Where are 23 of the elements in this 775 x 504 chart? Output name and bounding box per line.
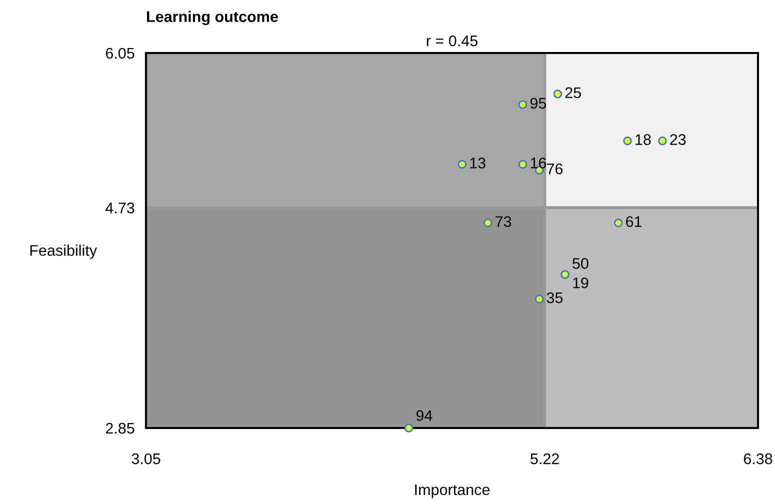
annotation: 76 [547,163,563,174]
x-axis-title: Importance [415,484,490,498]
annotation: 95 [530,98,546,109]
annotation: 94 [416,410,432,421]
annotation: 73 [496,216,512,228]
x-tick-label: 3.05 [132,453,160,464]
y-tick-label: 6.05 [106,48,134,59]
x-tick-label: 6.38 [744,453,772,464]
annotation: 19 [573,277,588,288]
annotation: 25 [565,87,581,98]
x-tick-label: 5.22 [530,453,559,464]
annotation: 18 [636,134,651,145]
annotation: 35 [546,292,563,304]
annotation: 23 [670,134,686,145]
annotation: 16 [530,158,546,168]
chart-title: Learning outcome [147,10,278,26]
y-tick-label: 2.85 [106,422,134,434]
y-tick-label: 4.73 [106,202,134,214]
y-axis-title: Feasibility [30,244,98,259]
annotation: 13 [470,158,486,168]
annotation: 50 [572,258,588,269]
annotation: 61 [626,216,642,228]
text: r = 0.45 [426,35,478,46]
